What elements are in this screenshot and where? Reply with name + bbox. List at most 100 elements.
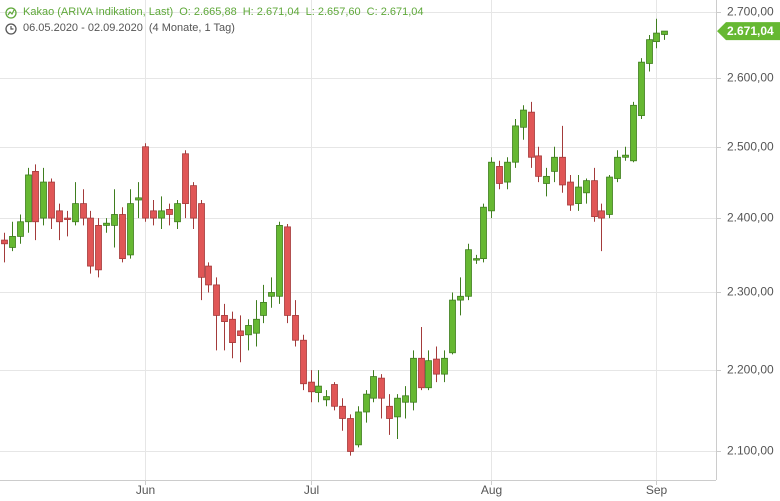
candle-body xyxy=(363,393,370,413)
candle-body xyxy=(591,180,598,218)
candle-body xyxy=(190,185,197,219)
candle-body xyxy=(465,249,472,297)
candle-body xyxy=(158,210,165,219)
candle-body xyxy=(229,318,236,343)
candle-body xyxy=(119,214,126,260)
candle-body xyxy=(425,360,432,389)
candle-body xyxy=(646,39,653,64)
last-price-label: 2.671,04 xyxy=(727,24,774,38)
candle-body xyxy=(543,175,550,184)
candle-body xyxy=(221,315,228,322)
x-tick-label: Jun xyxy=(136,483,155,497)
candle-body xyxy=(457,295,464,301)
candle-body xyxy=(308,381,315,393)
candle-body xyxy=(56,210,63,223)
candle-body xyxy=(150,210,157,219)
candle-body xyxy=(661,30,668,35)
candle-body xyxy=(182,153,189,204)
candle-body xyxy=(331,384,338,407)
candle-body xyxy=(355,411,362,446)
x-tick-label: Jul xyxy=(304,483,319,497)
candle-body xyxy=(72,203,79,223)
y-tick-label: 2.100,00 xyxy=(727,444,774,458)
candle-body xyxy=(32,170,39,223)
candle-body xyxy=(48,181,55,219)
candle-body xyxy=(315,385,322,393)
candle-body xyxy=(292,315,299,341)
candle-body xyxy=(386,405,393,419)
candle-body xyxy=(276,224,283,297)
y-tick-label: 2.600,00 xyxy=(727,71,774,85)
candle-body xyxy=(638,61,645,116)
ohlc-close: C: 2.671,04 xyxy=(366,6,424,18)
candle-body xyxy=(25,174,32,223)
x-tick-label: Aug xyxy=(481,483,502,497)
candle-body xyxy=(135,197,142,201)
candle-body xyxy=(622,154,629,158)
candle-body xyxy=(410,357,417,403)
candle-body xyxy=(87,217,94,267)
candle-body xyxy=(614,156,621,179)
candle-body xyxy=(166,208,173,215)
candle-body xyxy=(441,357,448,375)
candle-body xyxy=(268,292,275,297)
candle-body xyxy=(95,224,102,271)
candle-body xyxy=(64,217,71,220)
candle-body xyxy=(80,203,87,219)
candle-body xyxy=(40,181,47,219)
period-note: (4 Monate, 1 Tag) xyxy=(148,22,235,34)
candle-body xyxy=(480,206,487,260)
ohlc-low: L: 2.657,60 xyxy=(305,6,361,18)
candle-body xyxy=(653,32,660,43)
candle-body xyxy=(473,258,480,261)
candle-body xyxy=(418,357,425,389)
candle-body xyxy=(284,226,291,316)
y-tick-label: 2.200,00 xyxy=(727,363,774,377)
candle-body xyxy=(535,155,542,177)
header-icons xyxy=(5,7,17,35)
period: 06.05.2020 - 02.09.2020 xyxy=(23,22,143,34)
candle-body xyxy=(237,330,244,336)
candle-body xyxy=(394,397,401,418)
candle-body xyxy=(174,203,181,223)
candle-body xyxy=(245,325,252,336)
y-tick-label: 2.500,00 xyxy=(727,140,774,154)
candle-body xyxy=(520,109,527,128)
y-tick-label: 2.300,00 xyxy=(727,285,774,299)
candle-body xyxy=(575,186,582,204)
candle-body xyxy=(370,376,377,399)
candle-body xyxy=(253,318,260,334)
ohlc-open: O: 2.665,88 xyxy=(179,6,237,18)
header-line: Kakao (ARIVA Indikation, Last) O: 2.665,8… xyxy=(23,6,430,18)
candle-body xyxy=(103,222,110,226)
ohlc-high: H: 2.671,04 xyxy=(242,6,300,18)
candle-body xyxy=(339,405,346,419)
candle-body xyxy=(205,265,212,286)
header-line: 06.05.2020 - 02.09.2020 (4 Monate, 1 Tag) xyxy=(23,22,241,34)
candle-body xyxy=(213,284,220,316)
candle-body xyxy=(9,236,16,248)
candle-body xyxy=(378,377,385,399)
last-price-tag xyxy=(717,22,780,41)
candle-body xyxy=(606,176,613,215)
candle-body xyxy=(347,418,354,452)
candle-body xyxy=(559,156,566,186)
candle-body xyxy=(17,221,24,237)
candle-body xyxy=(127,203,134,256)
candle-body xyxy=(583,180,590,194)
candle-body xyxy=(528,111,535,158)
candle-body xyxy=(551,156,558,172)
candle-body xyxy=(323,396,330,401)
candle-body xyxy=(111,214,118,226)
candle-body xyxy=(433,358,440,375)
y-tick-label: 2.700,00 xyxy=(727,5,774,19)
candle-body xyxy=(630,104,637,162)
candle-body xyxy=(300,339,307,385)
candle-body xyxy=(449,299,456,354)
candle-body xyxy=(504,161,511,183)
candle-body xyxy=(496,166,503,184)
candle-body xyxy=(1,239,8,245)
y-tick-label: 2.400,00 xyxy=(727,211,774,225)
